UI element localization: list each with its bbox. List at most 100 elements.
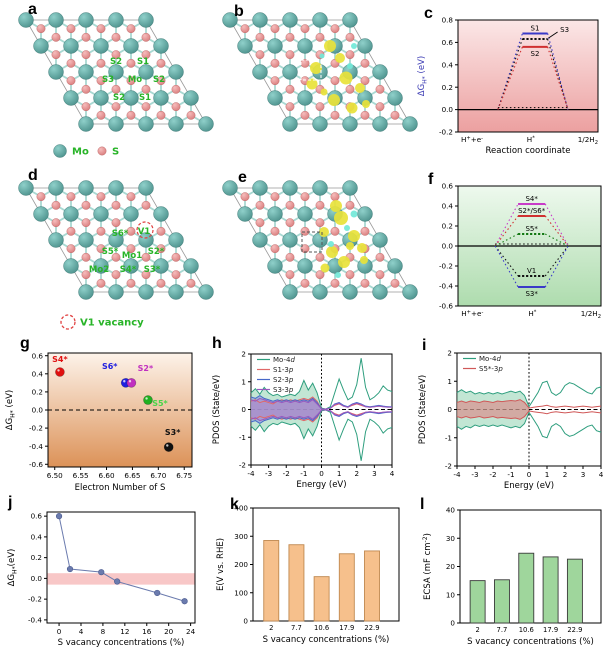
svg-text:0.0: 0.0 <box>31 574 43 583</box>
svg-text:S6*: S6* <box>102 362 118 371</box>
panel-g-canvas: -0.6 -0.4 -0.2 0.0 0.2 0.4 0.6 6.50 6.55 6.60 6.65… <box>5 351 193 493</box>
svg-text:Energy (eV): Energy (eV) <box>504 481 554 491</box>
svg-text:3: 3 <box>581 470 586 479</box>
svg-text:-1: -1 <box>300 469 307 478</box>
panel-letter-e: e <box>238 169 247 186</box>
svg-text:-0.6: -0.6 <box>439 302 453 311</box>
svg-text:S2-3p: S2-3p <box>273 376 294 384</box>
panel-h-canvas: -2 -1 0 1 2 -4 -3 -2 -1 0 1 2 3 4 Mo-4d S1-3p S2-3p S3-3p… <box>212 350 395 490</box>
svg-text:E(V vs. RHE): E(V vs. RHE) <box>216 538 226 591</box>
svg-text:300: 300 <box>234 532 248 541</box>
svg-text:0: 0 <box>447 405 452 414</box>
panel-d-structure: d S6* V1 S5* Mo1 S2* Mo2 S4* S3* V1 vacancy <box>0 160 214 330</box>
panel-letter-l: l <box>420 496 425 513</box>
panel-f-energy-diagram: f -0.6 -0.4 -0.2 0.0 0.2 0.4 0.6 S4* S2*/S6* S5* V… <box>408 160 613 330</box>
svg-text:S3: S3 <box>102 75 114 85</box>
panel-c-energy-diagram: c -0.2 0.0 0.2 0.4 0.6 0.8 S1 S3 S2 H++e- H* 1/2H2 R… <box>408 0 613 160</box>
svg-text:0.2: 0.2 <box>32 388 43 397</box>
svg-text:0.2: 0.2 <box>31 553 42 562</box>
svg-text:S5*-3p: S5*-3p <box>479 365 503 373</box>
svg-text:V1: V1 <box>138 227 151 237</box>
panel-e-structure: e <box>204 160 418 330</box>
svg-text:30: 30 <box>446 534 456 543</box>
svg-text:-1: -1 <box>239 433 246 442</box>
svg-text:24: 24 <box>186 627 196 636</box>
svg-text:6.65: 6.65 <box>124 471 140 480</box>
svg-text:S4*: S4* <box>52 355 68 364</box>
svg-text:-2: -2 <box>445 462 452 471</box>
svg-text:S6*: S6* <box>112 229 129 239</box>
svg-text:Energy (eV): Energy (eV) <box>296 480 346 490</box>
svg-text:16: 16 <box>142 627 152 636</box>
panel-i-canvas: -2 -1 0 1 2 -4 -3 -2 -1 0 1 2 3 4 Mo-4d S5*-3p Energy (e… <box>418 349 604 491</box>
svg-text:0.0: 0.0 <box>442 242 454 251</box>
svg-text:0: 0 <box>57 627 62 636</box>
svg-text:2: 2 <box>354 469 359 478</box>
panel-b-canvas <box>222 12 418 132</box>
svg-text:S3*: S3* <box>165 428 181 437</box>
panel-d-canvas: S6* V1 S5* Mo1 S2* Mo2 S4* S3* V1 vacancy <box>18 180 214 330</box>
svg-text:PDOS (State/eV): PDOS (State/eV) <box>212 375 222 445</box>
svg-text:H*: H* <box>528 309 536 318</box>
panel-letter-f: f <box>428 171 434 188</box>
panel-h-pdos-chart: h -2 -1 0 1 2 -4 -3 -2 -1 0 1 2 3 4 Mo-4d S1-3p S2-3p S3-… <box>204 330 408 495</box>
svg-text:-4: -4 <box>247 469 255 478</box>
svg-text:100: 100 <box>234 588 248 597</box>
svg-text:2: 2 <box>241 350 246 359</box>
svg-text:2: 2 <box>563 470 568 479</box>
svg-text:S2: S2 <box>531 50 540 58</box>
svg-text:PDOS (State/eV): PDOS (State/eV) <box>418 375 428 445</box>
svg-text:0.0: 0.0 <box>32 406 44 415</box>
svg-text:-3: -3 <box>265 469 272 478</box>
svg-text:17.9: 17.9 <box>543 626 558 634</box>
svg-text:20: 20 <box>164 627 174 636</box>
svg-text:S1: S1 <box>137 57 149 67</box>
svg-text:S5*: S5* <box>102 247 119 257</box>
svg-text:0.0: 0.0 <box>442 105 454 114</box>
svg-text:0.2: 0.2 <box>442 83 453 92</box>
svg-text:0.8: 0.8 <box>442 16 454 25</box>
panel-j-canvas: -0.4 -0.2 0.0 0.2 0.4 0.6 0 4 8 12 16 20 24S vacancy… <box>7 511 196 648</box>
svg-text:S vacancy concentrations (%): S vacancy concentrations (%) <box>467 637 594 647</box>
svg-text:V1: V1 <box>527 267 536 275</box>
panel-letter-g: g <box>20 335 30 352</box>
panel-c-canvas: -0.2 0.0 0.2 0.4 0.6 0.8 S1 S3 S2 H++e- H* 1/2H2 Rea… <box>417 16 599 156</box>
svg-text:-0.2: -0.2 <box>439 262 453 271</box>
svg-text:-2: -2 <box>239 461 246 470</box>
svg-text:S2: S2 <box>113 93 125 103</box>
svg-text:ECSA (mF cm-2): ECSA (mF cm-2) <box>422 533 433 600</box>
svg-text:S3-3p: S3-3p <box>273 386 294 394</box>
svg-text:400: 400 <box>234 504 248 513</box>
svg-text:S4*: S4* <box>525 195 538 203</box>
svg-text:H*: H* <box>527 135 535 144</box>
svg-text:6.70: 6.70 <box>150 471 166 480</box>
svg-text:1: 1 <box>447 377 452 386</box>
svg-text:2: 2 <box>447 349 452 358</box>
svg-text:S2*: S2* <box>148 247 165 257</box>
svg-text:40: 40 <box>446 506 456 515</box>
svg-text:10.6: 10.6 <box>519 626 534 634</box>
svg-text:S1: S1 <box>531 24 540 32</box>
svg-text:Mo-4d: Mo-4d <box>273 356 295 364</box>
svg-text:0.6: 0.6 <box>442 182 454 191</box>
svg-text:0: 0 <box>450 619 455 628</box>
svg-text:Mo: Mo <box>128 75 142 85</box>
svg-text:-0.2: -0.2 <box>28 595 42 604</box>
panel-l-bar-chart: l 0 10 20 30 40 2 7.7 10.6 17.9 22.9 S vacancy con… <box>408 495 613 654</box>
svg-text:3: 3 <box>372 469 377 478</box>
svg-text:-0.4: -0.4 <box>29 442 43 451</box>
svg-text:10.6: 10.6 <box>314 624 329 632</box>
svg-text:S1-3p: S1-3p <box>273 366 294 374</box>
svg-text:4: 4 <box>390 469 395 478</box>
svg-text:S2: S2 <box>153 75 165 85</box>
panel-letter-b: b <box>234 3 244 20</box>
svg-text:H++e-: H++e- <box>461 309 483 318</box>
svg-text:Mo2: Mo2 <box>89 265 109 275</box>
svg-text:S1: S1 <box>139 93 151 103</box>
svg-text:S3*: S3* <box>525 290 538 298</box>
svg-text:S5*: S5* <box>152 399 168 408</box>
svg-text:200: 200 <box>234 560 248 569</box>
svg-text:1: 1 <box>545 470 550 479</box>
